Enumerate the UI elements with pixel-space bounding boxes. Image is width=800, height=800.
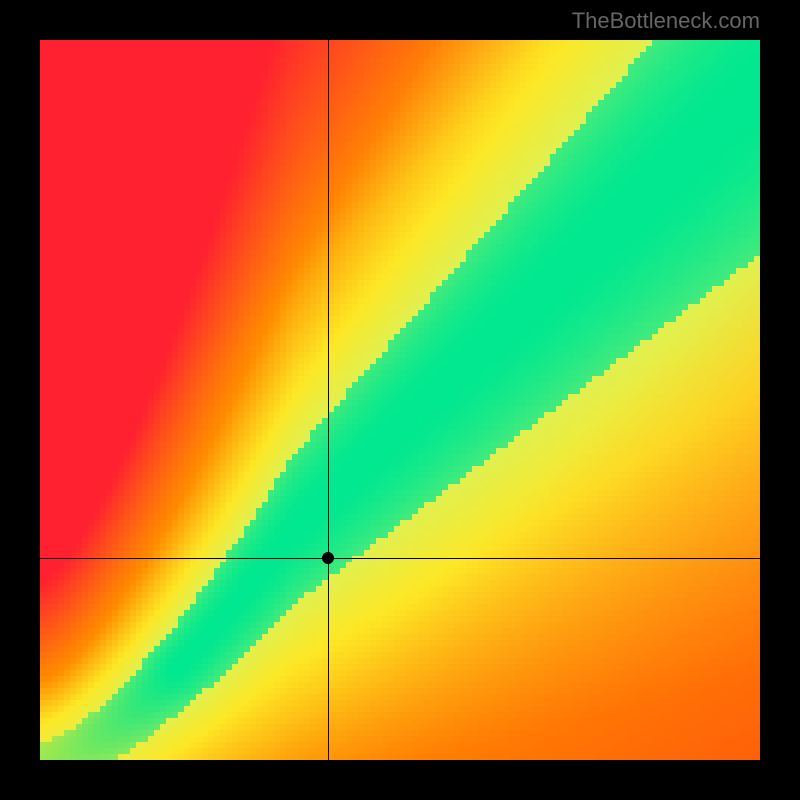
chart-container: TheBottleneck.com xyxy=(0,0,800,800)
crosshair-vertical xyxy=(328,40,329,760)
plot-area xyxy=(40,40,760,760)
watermark-text: TheBottleneck.com xyxy=(572,8,760,34)
data-point xyxy=(322,552,334,564)
heatmap-canvas xyxy=(40,40,760,760)
crosshair-horizontal xyxy=(40,558,760,559)
